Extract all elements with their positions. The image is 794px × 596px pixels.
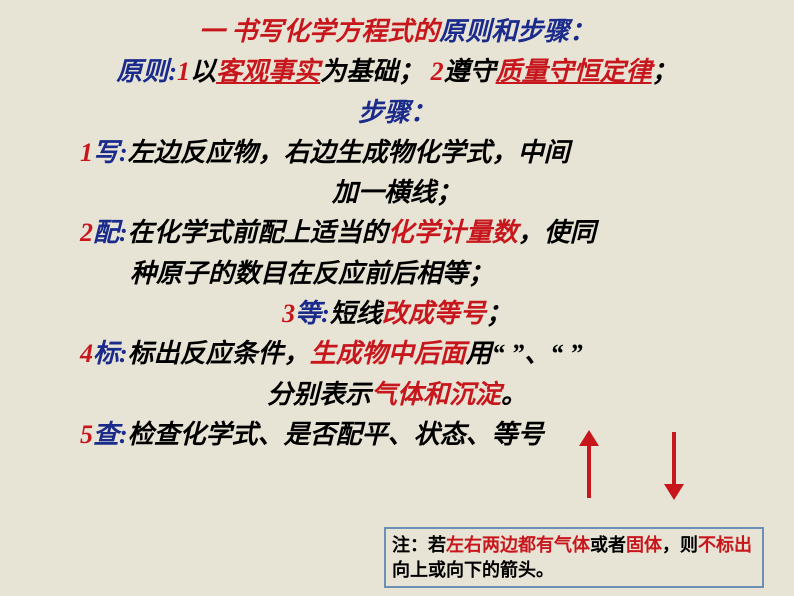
title-colon: ： bbox=[569, 17, 595, 46]
s3-line: 3等:短线改成等号； bbox=[0, 294, 794, 334]
p2-key: 质量守恒定律 bbox=[496, 57, 652, 86]
s2-line2: 种原子的数目在反应前后相等； bbox=[0, 254, 794, 294]
p2-b: ； bbox=[652, 57, 678, 86]
s1-line1: 1写:左边反应物，右边生成物化学式，中间 bbox=[0, 133, 794, 173]
title-line: 一 书写化学方程式的原则和步骤： bbox=[0, 12, 794, 52]
arrow-up-icon bbox=[575, 430, 603, 507]
arrow-down-icon bbox=[660, 430, 688, 507]
p1-a: 以 bbox=[190, 57, 216, 86]
title-highlight: 原则和步骤 bbox=[439, 17, 569, 46]
principle-label: 原则: bbox=[116, 57, 177, 86]
p1-num: 1 bbox=[177, 57, 190, 86]
title-prefix: 一 书写化学方程式的 bbox=[199, 17, 440, 46]
s4-line2: 分别表示气体和沉淀。 bbox=[0, 375, 794, 415]
p2-num: 2 bbox=[431, 57, 444, 86]
principle-line: 原则:1以客观事实为基础； 2遵守质量守恒定律； bbox=[0, 52, 794, 92]
s2-line1: 2配:在化学式前配上适当的化学计量数，使同 bbox=[0, 213, 794, 253]
note-box: 注：若左右两边都有气体或者固体，则不标出向上或向下的箭头。 bbox=[384, 527, 764, 588]
p2-a: 遵守 bbox=[444, 57, 496, 86]
p1-b: 为基础； bbox=[320, 57, 424, 86]
s1-line2: 加一横线； bbox=[0, 173, 794, 213]
steps-label: 步骤： bbox=[0, 93, 794, 133]
s4-line1: 4标:标出反应条件，生成物中后面用“ ”、“ ” bbox=[0, 334, 794, 374]
p1-key: 客观事实 bbox=[216, 57, 320, 86]
